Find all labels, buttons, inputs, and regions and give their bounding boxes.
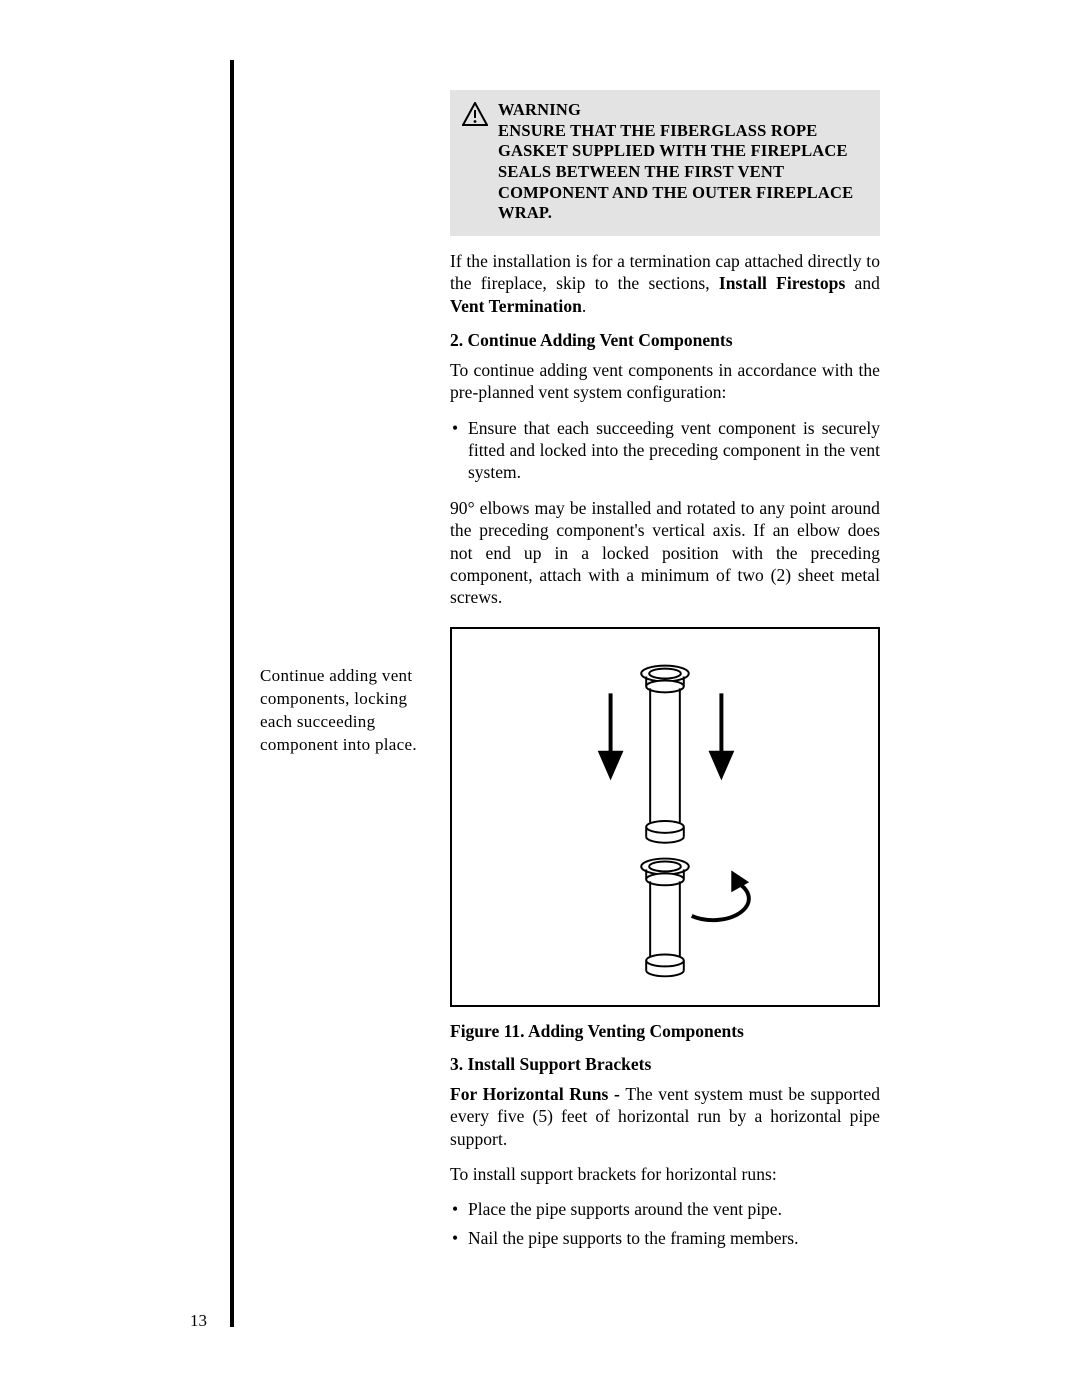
elbow-paragraph: 90° elbows may be installed and rotated …: [450, 497, 880, 609]
figure-svg: [452, 629, 878, 1005]
warning-icon: [462, 102, 488, 131]
figure-box: [450, 627, 880, 1007]
intro-bold1: Install Firestops: [719, 273, 845, 293]
warning-body: ENSURE THAT THE FIBERGLASS ROPE GASKET S…: [498, 121, 853, 223]
page-number: 13: [190, 1311, 207, 1331]
section3-lead: For Horizontal Runs -: [450, 1084, 625, 1104]
warning-title: WARNING: [498, 100, 581, 119]
warning-box: WARNING ENSURE THAT THE FIBERGLASS ROPE …: [450, 90, 880, 236]
section3-bullets: Place the pipe supports around the vent …: [450, 1198, 880, 1249]
vertical-rule: [230, 60, 234, 1327]
margin-note: Continue adding vent components, locking…: [260, 665, 435, 757]
list-item: Ensure that each succeeding vent compone…: [468, 417, 880, 484]
warning-text: WARNING ENSURE THAT THE FIBERGLASS ROPE …: [498, 100, 868, 224]
section3-para1: For Horizontal Runs - The vent system mu…: [450, 1083, 880, 1150]
intro-bold2: Vent Termination: [450, 296, 582, 316]
intro-mid: and: [845, 273, 880, 293]
section3-para2: To install support brackets for horizont…: [450, 1163, 880, 1185]
intro-paragraph: If the installation is for a termination…: [450, 250, 880, 317]
section2-intro: To continue adding vent components in ac…: [450, 359, 880, 404]
figure-caption: Figure 11. Adding Venting Components: [450, 1021, 880, 1042]
list-item: Nail the pipe supports to the framing me…: [468, 1227, 880, 1249]
intro-post: .: [582, 296, 586, 316]
main-column: WARNING ENSURE THAT THE FIBERGLASS ROPE …: [450, 90, 880, 1262]
section3-heading: 3. Install Support Brackets: [450, 1054, 880, 1075]
page: Continue adding vent components, locking…: [0, 0, 1080, 1397]
list-item: Place the pipe supports around the vent …: [468, 1198, 880, 1220]
section2-bullets: Ensure that each succeeding vent compone…: [450, 417, 880, 484]
section2-heading: 2. Continue Adding Vent Components: [450, 330, 880, 351]
